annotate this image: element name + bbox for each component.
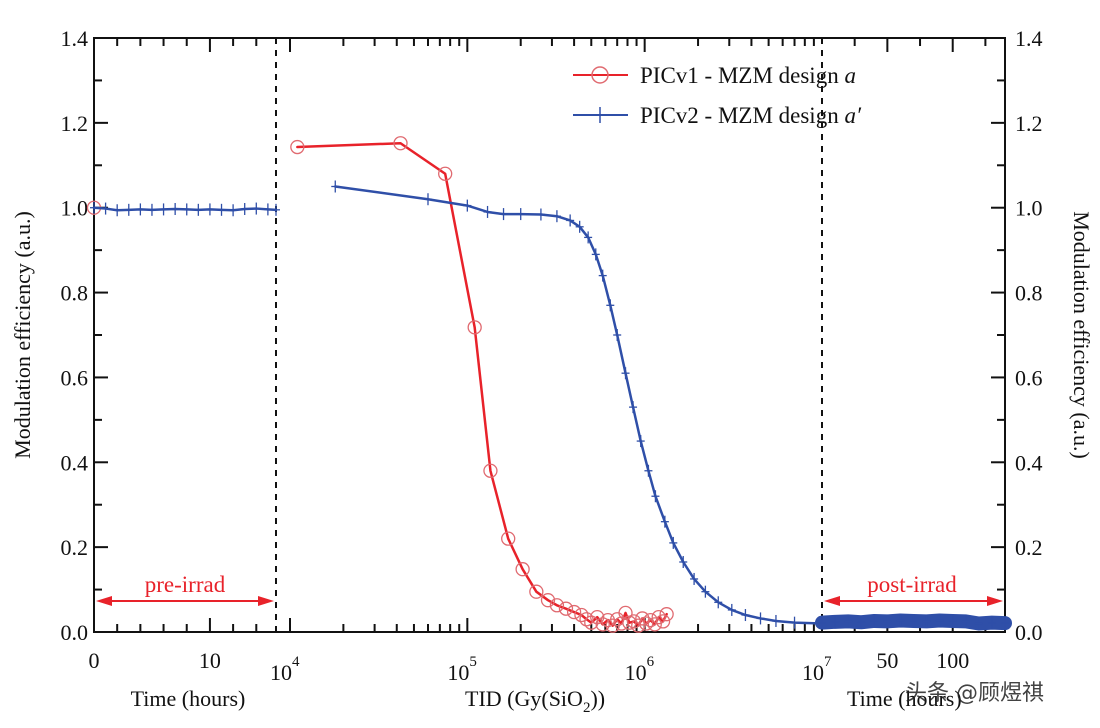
- annotations: pre-irrad post-irrad: [96, 572, 1003, 606]
- annotation-label: post-irrad: [867, 572, 957, 597]
- data-point-circle: [467, 320, 482, 335]
- data-point-circle: [655, 614, 671, 629]
- legend-label-italic: a′: [844, 103, 862, 128]
- data-point-circle: [631, 618, 646, 633]
- data-point-circle: [595, 617, 610, 632]
- data-point-circle: [566, 604, 582, 620]
- segment-dividers: [275, 38, 823, 632]
- y-tick-label-left: 0.6: [61, 365, 89, 390]
- data-point-circle: [438, 166, 453, 181]
- plot-border: [93, 37, 1006, 633]
- x-tick-label-exp: 5: [469, 654, 477, 670]
- circle-marker-icon: [591, 66, 609, 84]
- annotation-pre-irrad: pre-irrad: [96, 572, 274, 606]
- y-tick-label-left: 1.2: [61, 111, 89, 136]
- data-point-circle: [647, 617, 662, 632]
- x-tick-label-exp: 7: [824, 654, 832, 670]
- y-tick-label-left: 1.4: [61, 26, 89, 51]
- data-point-circle: [590, 610, 605, 625]
- y-tick-label-left: 1.0: [61, 196, 89, 221]
- x-axis-title-tid-main: TID (Gy(SiO: [465, 686, 583, 711]
- y-tick-label-right: 0.6: [1015, 365, 1043, 390]
- data-point-circle: [549, 598, 565, 613]
- x-tick-label-pre: 0: [89, 648, 100, 673]
- data-point-circle: [600, 612, 616, 628]
- data-point-circle: [639, 616, 654, 631]
- series-line-tid: [296, 141, 668, 627]
- arrow-right-icon: [987, 596, 1003, 606]
- x-tick-label-exp: 6: [647, 654, 655, 670]
- x-tick-label-exp: 4: [292, 654, 300, 670]
- legend-label-main: PICv2 - MZM design: [640, 103, 844, 128]
- x-tick-label-tid: 106: [625, 654, 655, 685]
- y-tick-label-left: 0.2: [61, 535, 89, 560]
- data-point-circle: [290, 139, 305, 155]
- arrow-right-icon: [258, 596, 274, 606]
- legend-label-main: PICv1 - MZM design: [640, 63, 844, 88]
- axis-labels: Modulation efficiency (a.u.) Modulation …: [10, 211, 1094, 716]
- legend-item-picv2: PICv2 - MZM design a′: [573, 103, 862, 128]
- y-tick-label-left: 0.0: [61, 620, 89, 645]
- data-point-circle: [515, 562, 530, 577]
- x-tick-label-post: 100: [936, 648, 969, 673]
- arrow-left-icon: [96, 596, 112, 606]
- y-tick-label-right: 0.2: [1015, 535, 1043, 560]
- data-point-circle: [618, 605, 633, 621]
- series-layer: [86, 136, 1012, 633]
- arrow-left-icon: [824, 596, 840, 606]
- x-tick-label-base: 10: [270, 660, 292, 685]
- data-point-circle: [501, 531, 516, 546]
- y-tick-label-right: 0.4: [1015, 450, 1043, 475]
- x-tick-label-base: 10: [447, 660, 469, 685]
- y-tick-label-right: 1.2: [1015, 111, 1043, 136]
- y-tick-label-right: 1.0: [1015, 196, 1043, 221]
- x-tick-label-tid: 107: [802, 654, 832, 685]
- y-axis-title-right: Modulation efficiency (a.u.): [1069, 211, 1094, 459]
- x-axis-title-tid: TID (Gy(SiO2)): [465, 686, 605, 716]
- y-axis-title-left: Modulation efficiency (a.u.): [10, 211, 35, 459]
- data-point-circle: [393, 136, 408, 151]
- legend-label: PICv2 - MZM design a′: [640, 103, 862, 128]
- data-point-circle: [635, 611, 650, 626]
- y-tick-label-right: 0.8: [1015, 281, 1043, 306]
- y-tick-label-right: 0.0: [1015, 620, 1043, 645]
- data-point-circle: [579, 612, 594, 627]
- data-point-circle: [651, 610, 666, 625]
- series-picv2: [90, 180, 1012, 631]
- x-tick-label-base: 10: [625, 660, 647, 685]
- annotation-post-irrad: post-irrad: [824, 572, 1003, 606]
- x-tick-label-tid: 105: [447, 654, 477, 685]
- series-line-tid: [334, 185, 824, 625]
- y-tick-label-right: 1.4: [1015, 26, 1043, 51]
- y-tick-label-left: 0.4: [61, 450, 89, 475]
- data-point-circle: [529, 584, 544, 599]
- series-picv1: [86, 136, 674, 633]
- data-point-circle: [574, 607, 589, 623]
- x-axis-title-pre: Time (hours): [131, 686, 246, 711]
- legend-label: PICv1 - MZM design a: [640, 63, 856, 88]
- plot-frame: [93, 37, 1006, 633]
- x-axis-title-tid-sub: 2: [583, 700, 591, 716]
- x-tick-label-post: 50: [876, 648, 898, 673]
- annotation-label: pre-irrad: [145, 572, 226, 597]
- x-tick-label-pre: 10: [199, 648, 221, 673]
- x-axis-title-tid-tail: )): [590, 686, 605, 711]
- legend-label-italic: a: [844, 63, 856, 88]
- x-tick-label-base: 10: [802, 660, 824, 685]
- y-tick-label-left: 0.8: [61, 281, 89, 306]
- data-point-circle: [483, 463, 498, 478]
- legend-item-picv1: PICv1 - MZM design a: [573, 63, 856, 88]
- data-point-circle: [659, 607, 674, 622]
- x-tick-label-tid: 104: [270, 654, 300, 685]
- data-point-circle: [558, 601, 574, 616]
- watermark: 头条 @顾煜祺: [905, 681, 1044, 706]
- data-point-circle: [540, 593, 556, 608]
- x-axis-title-post: Time (hours): [847, 686, 962, 711]
